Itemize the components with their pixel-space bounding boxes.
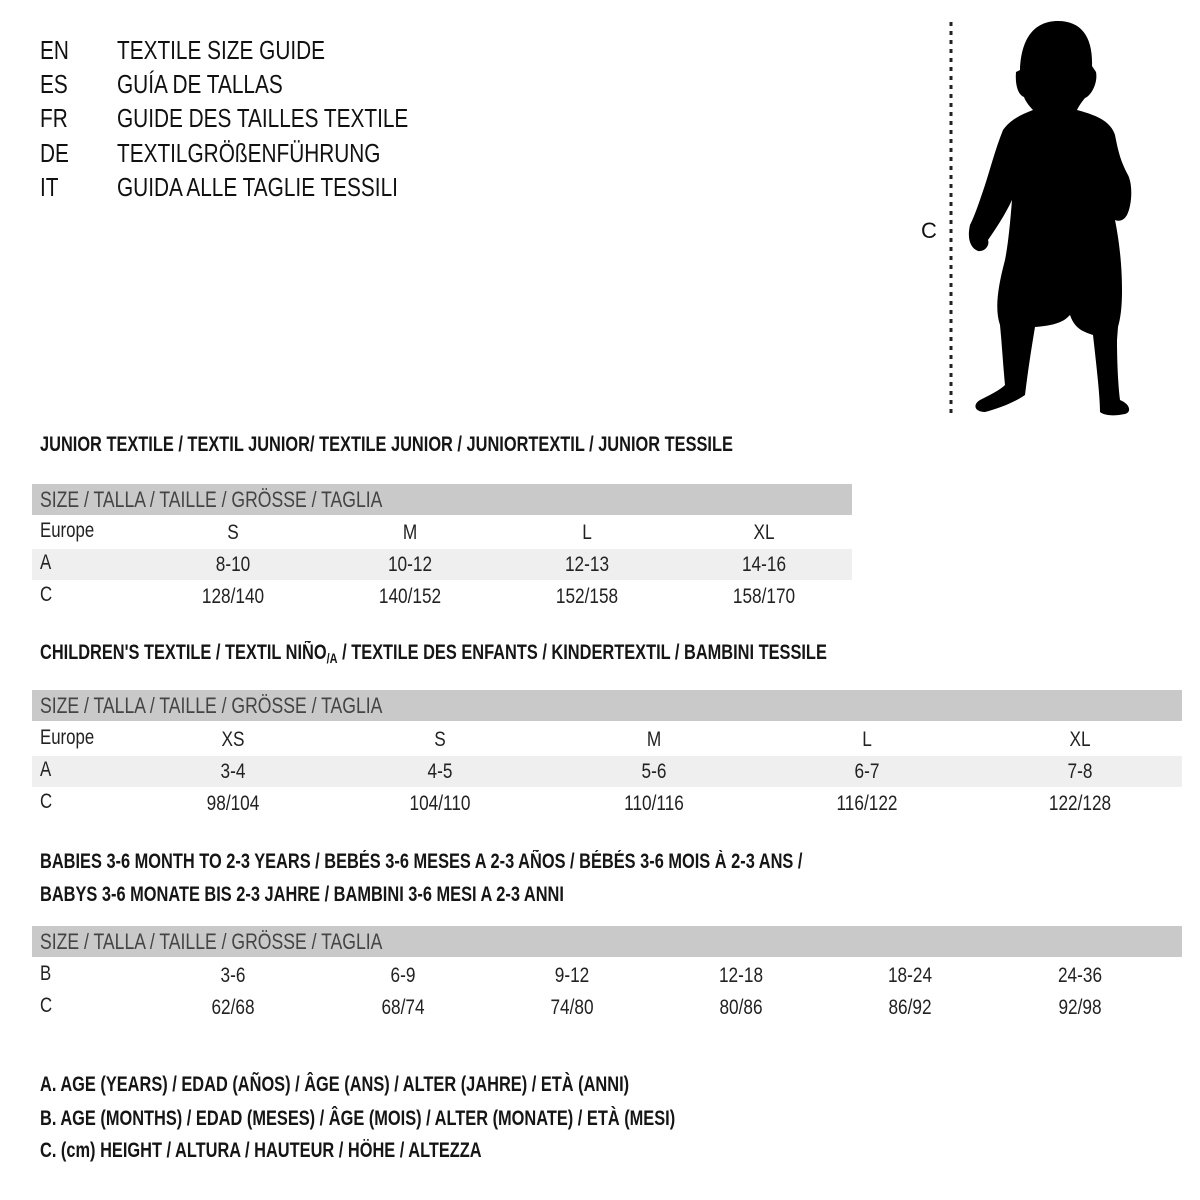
table-cell: M — [402, 521, 418, 544]
row-label: Europe — [40, 726, 95, 749]
table-cell: 140/152 — [378, 585, 442, 608]
children-heading-text: CHILDREN'S TEXTILE / TEXTIL NIÑO — [40, 641, 327, 664]
height-measure-label: C — [921, 218, 937, 243]
table-cell: S — [227, 521, 239, 544]
row-label: C — [40, 790, 53, 813]
table-cell: 6-9 — [390, 964, 416, 987]
note-c: C. (cm) HEIGHT / ALTURA / HAUTEUR / HÖHE… — [40, 1139, 606, 1163]
language-code: ES — [40, 69, 68, 99]
table-cell: 158/170 — [732, 585, 796, 608]
table-cell: XL — [753, 521, 775, 544]
language-code: FR — [40, 103, 68, 133]
language-title: GUÍA DE TALLAS — [117, 69, 283, 99]
children-heading-sub: /A — [326, 650, 338, 666]
table-cell: 9-12 — [554, 964, 590, 987]
language-title: GUIDA ALLE TAGLIE TESSILI — [117, 172, 398, 202]
size-header-text: SIZE / TALLA / TAILLE / GRÖSSE / TAGLIA — [40, 693, 383, 718]
note-text: C. (cm) HEIGHT / ALTURA / HAUTEUR / HÖHE… — [40, 1139, 482, 1162]
language-code: EN — [40, 35, 69, 65]
language-title: GUIDE DES TAILLES TEXTILE — [117, 103, 409, 133]
table-cell: 62/68 — [211, 996, 255, 1019]
table-cell: 116/122 — [836, 792, 898, 815]
children-size-header: SIZE / TALLA / TAILLE / GRÖSSE / TAGLIA — [32, 690, 1182, 721]
table-cell: M — [646, 728, 662, 751]
junior-heading-text: JUNIOR TEXTILE / TEXTIL JUNIOR/ TEXTILE … — [40, 433, 733, 456]
row-stripe — [32, 756, 1182, 787]
row-label: A — [40, 551, 52, 574]
table-cell: XS — [221, 728, 245, 751]
table-cell: S — [434, 728, 446, 751]
size-header-text: SIZE / TALLA / TAILLE / GRÖSSE / TAGLIA — [40, 487, 383, 512]
table-cell: 3-4 — [220, 760, 246, 783]
row-stripe — [32, 549, 852, 580]
note-text: A. AGE (YEARS) / EDAD (AÑOS) / ÂGE (ANS)… — [40, 1073, 630, 1096]
note-b: B. AGE (MONTHS) / EDAD (MESES) / ÂGE (MO… — [40, 1107, 854, 1131]
table-cell: 4-5 — [427, 760, 453, 783]
children-heading-text-2: / TEXTILE DES ENFANTS / KINDERTEXTIL / B… — [337, 641, 827, 664]
table-cell: 128/140 — [201, 585, 265, 608]
table-cell: 110/116 — [624, 792, 684, 815]
table-cell: 5-6 — [641, 760, 667, 783]
table-cell: 80/86 — [719, 996, 763, 1019]
table-cell: 7-8 — [1067, 760, 1093, 783]
babies-heading-text: BABIES 3-6 MONTH TO 2-3 YEARS / BEBÉS 3-… — [40, 850, 803, 873]
babies-size-header: SIZE / TALLA / TAILLE / GRÖSSE / TAGLIA — [32, 926, 1182, 957]
babies-heading-text: BABYS 3-6 MONATE BIS 2-3 JAHRE / BAMBINI… — [40, 883, 564, 906]
table-cell: 92/98 — [1058, 996, 1102, 1019]
table-cell: XL — [1069, 728, 1091, 751]
table-cell: 98/104 — [206, 792, 260, 815]
row-label: Europe — [40, 519, 95, 542]
table-cell: 104/110 — [409, 792, 471, 815]
table-cell: 12-18 — [718, 964, 764, 987]
table-cell: 14-16 — [741, 553, 787, 576]
babies-heading-line2: BABYS 3-6 MONATE BIS 2-3 JAHRE / BAMBINI… — [40, 883, 712, 907]
table-cell: 18-24 — [887, 964, 933, 987]
table-cell: 10-12 — [387, 553, 433, 576]
table-cell: 68/74 — [381, 996, 425, 1019]
row-label: C — [40, 994, 53, 1017]
size-header-text: SIZE / TALLA / TAILLE / GRÖSSE / TAGLIA — [40, 929, 383, 954]
table-cell: 152/158 — [555, 585, 619, 608]
table-cell: 3-6 — [220, 964, 246, 987]
junior-size-header: SIZE / TALLA / TAILLE / GRÖSSE / TAGLIA — [32, 484, 852, 515]
language-code: DE — [40, 138, 69, 168]
table-cell: 86/92 — [888, 996, 932, 1019]
row-label: C — [40, 583, 53, 606]
row-label: B — [40, 962, 52, 985]
table-cell: L — [862, 728, 872, 751]
babies-heading-line1: BABIES 3-6 MONTH TO 2-3 YEARS / BEBÉS 3-… — [40, 850, 1018, 874]
language-title: TEXTILGRÖßENFÜHRUNG — [117, 138, 381, 168]
table-cell: 122/128 — [1048, 792, 1112, 815]
children-heading: CHILDREN'S TEXTILE / TEXTIL NIÑO/A / TEX… — [40, 641, 1049, 670]
table-cell: 12-13 — [564, 553, 610, 576]
table-cell: 8-10 — [215, 553, 251, 576]
row-label: A — [40, 758, 52, 781]
baby-silhouette-icon — [949, 21, 1132, 416]
table-cell: 74/80 — [550, 996, 594, 1019]
note-a: A. AGE (YEARS) / EDAD (AÑOS) / ÂGE (ANS)… — [40, 1073, 795, 1097]
junior-heading: JUNIOR TEXTILE / TEXTIL JUNIOR/ TEXTILE … — [40, 433, 928, 457]
language-code: IT — [40, 172, 59, 202]
language-title: TEXTILE SIZE GUIDE — [117, 35, 326, 65]
table-cell: 24-36 — [1057, 964, 1103, 987]
note-text: B. AGE (MONTHS) / EDAD (MESES) / ÂGE (MO… — [40, 1107, 676, 1130]
table-cell: 6-7 — [854, 760, 880, 783]
table-cell: L — [582, 521, 592, 544]
